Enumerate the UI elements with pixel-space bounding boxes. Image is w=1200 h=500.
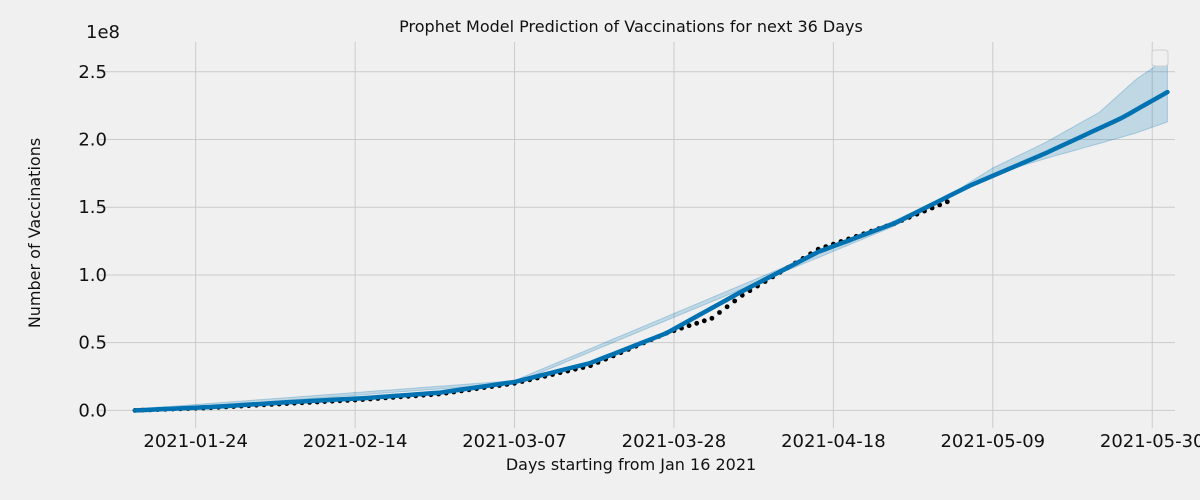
grid [97,42,1175,428]
x-tick-label: 2021-04-18 [781,431,886,452]
y-tick-label: 2.5 [78,62,107,83]
observed-point [709,315,715,321]
observed-point [686,323,692,329]
y-tick-label: 0.0 [78,400,107,421]
observed-point [944,199,950,205]
observed-point [717,310,722,315]
x-tick-label: 2021-03-07 [462,431,567,452]
x-tick-label: 2021-03-28 [622,431,727,452]
y-tick-label: 0.5 [78,333,107,354]
x-tick-label: 2021-05-30 [1100,431,1200,452]
legend-box [1151,49,1169,67]
x-tick-label: 2021-02-14 [303,431,408,452]
observed-point [724,304,730,310]
y-tick-label: 1.5 [78,197,107,218]
observed-point [701,318,707,324]
chart-title: Prophet Model Prediction of Vaccinations… [399,17,863,36]
observed-point [732,298,738,304]
tick-labels: 0.0 0.5 1.0 1.5 2.0 2.5 2021-01-24 2021-02-14 20… [78,62,1200,452]
x-tick-label: 2021-01-24 [143,431,248,452]
y-offset-label: 1e8 [86,22,120,43]
observed-point [694,320,700,326]
x-axis-title: Days starting from Jan 16 2021 [506,455,756,474]
forecast-line [132,89,1170,413]
x-tick-label: 2021-05-09 [940,431,1045,452]
y-axis-title: Number of Vaccinations [25,138,44,328]
observed-points [132,199,950,413]
y-tick-label: 2.0 [78,130,107,151]
uncertainty-interval-band [134,57,1168,413]
y-tick-label: 1.0 [78,265,107,286]
